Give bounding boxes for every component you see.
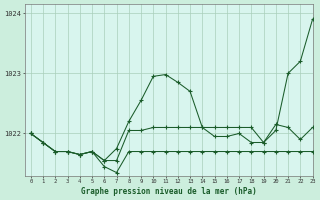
X-axis label: Graphe pression niveau de la mer (hPa): Graphe pression niveau de la mer (hPa) — [81, 187, 257, 196]
